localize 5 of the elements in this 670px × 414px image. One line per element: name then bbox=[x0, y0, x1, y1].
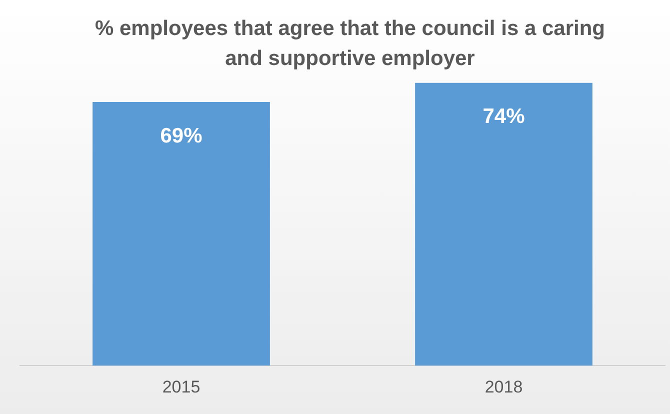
x-tick-label: 2018 bbox=[484, 377, 523, 396]
chart-title: % employees that agree that the council is a caring and supportive employer bbox=[94, 16, 606, 72]
x-tick-label: 2015 bbox=[162, 377, 200, 396]
data-label: 69% bbox=[160, 124, 203, 148]
data-label: 74% bbox=[482, 105, 526, 128]
